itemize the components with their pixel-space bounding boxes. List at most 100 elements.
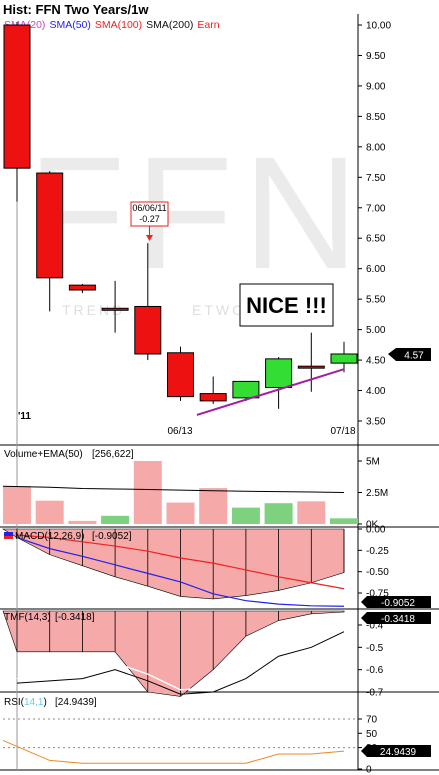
rsi-line: [2, 739, 345, 764]
watermark: FFN: [27, 123, 368, 302]
earnings-arrow-head: [146, 235, 153, 241]
tmf-line-black: [16, 631, 345, 695]
last-price-tag: 4.57: [388, 348, 431, 362]
candle-up: [232, 380, 260, 399]
volume-bar: [133, 461, 162, 524]
macd-last-tag: [361, 596, 431, 608]
price-tick-label: 8.00: [366, 142, 386, 153]
legend-sma100: SMA(100): [94, 19, 143, 31]
earnings-value: -0.27: [139, 214, 160, 224]
tmf-line-white: [16, 624, 345, 691]
x-label-0613: 06/13: [167, 426, 192, 437]
legend-sma50: SMA(50): [49, 19, 91, 31]
volume-bar: [68, 520, 97, 524]
macd-legend: MACD(12,26,9): [15, 531, 84, 542]
price-tick-label: 4.50: [366, 356, 386, 367]
price-tick-label: 7.50: [366, 173, 386, 184]
macd-tick-label: -0.25: [366, 546, 389, 557]
rsi-value: [24.9439]: [55, 697, 97, 708]
legend-sma200: SMA(200): [146, 19, 194, 31]
volume-bar: [166, 502, 195, 524]
price-tick-label: 7.00: [366, 203, 386, 214]
tmf-tick-label: -0.6: [366, 665, 384, 676]
earnings-annotation: 06/06/11 -0.27: [130, 201, 169, 241]
volume-bar: [101, 515, 130, 524]
macd-tick-label: -0.75: [366, 589, 389, 600]
rsi-legend-name: RSI(: [4, 697, 25, 708]
nice-box: [239, 283, 334, 327]
volume-legend: Volume+EMA(50): [4, 449, 83, 460]
last-price-text: 4.57: [404, 351, 424, 362]
price-tick-label: 5.50: [366, 295, 386, 306]
candle-down: [134, 305, 162, 355]
x-label-0718: 07/18: [330, 426, 355, 437]
rsi-tick-label: 70: [366, 715, 378, 726]
tmf-last-tag: [361, 612, 431, 624]
macd-last-text: -0.9052: [381, 598, 415, 609]
watermark-sub-left: TREND: [62, 302, 125, 318]
macd-line: [16, 536, 345, 607]
price-tick-label: 8.50: [366, 112, 386, 123]
volume-tick-label: 5M: [366, 457, 380, 468]
rsi-tick-label: 50: [366, 729, 378, 740]
candle-down: [297, 365, 325, 369]
candle-down: [3, 24, 31, 169]
price-tick-label: 9.50: [366, 51, 386, 62]
tmf-tick-label: -0.5: [366, 643, 384, 654]
candle-down: [167, 352, 194, 398]
macd-icon-2: [4, 536, 13, 539]
legend-earn: Earn: [197, 19, 220, 31]
price-tick-label: 3.50: [366, 417, 386, 428]
macd-histogram-area: [1, 528, 345, 600]
volume-bar: [199, 488, 228, 524]
last-price-tag-shape: [388, 348, 431, 361]
tmf-legend: TMF(14,3): [4, 612, 51, 623]
earnings-date: 06/06/11: [132, 203, 166, 213]
trend-line: [196, 368, 345, 416]
price-tick-label: 9.00: [366, 81, 386, 92]
macd-tick-label: -0.50: [366, 567, 389, 578]
chart-title: Hist: FFN Two Years/1w: [3, 2, 149, 17]
rsi-last-tag: [361, 745, 431, 757]
candle-down: [36, 172, 64, 279]
tmf-area: [2, 610, 345, 697]
nice-text: NICE !!!: [246, 293, 327, 318]
volume-tick-label: 0K: [366, 520, 379, 531]
tmf-last-text: -0.3418: [381, 614, 415, 625]
volume-bar: [330, 518, 358, 524]
volume-bar: [297, 501, 326, 524]
volume-value: [256,622]: [92, 449, 134, 460]
tmf-tick-label: -0.4: [366, 621, 384, 632]
x-label-11: '11: [18, 411, 31, 422]
volume-tick-label: 2.5M: [366, 488, 388, 499]
price-tick-label: 4.00: [366, 386, 386, 397]
tmf-value: [-0.3418]: [55, 612, 95, 623]
rsi-last-text: 24.9439: [380, 747, 417, 758]
price-tick-label: 10.00: [366, 21, 391, 32]
earnings-box: [130, 201, 169, 227]
rsi-legend-params: 14,1: [24, 697, 44, 708]
volume-ema-line: [2, 485, 345, 493]
candle-down: [68, 284, 96, 291]
tmf-tick-label: -0.7: [366, 688, 384, 699]
price-tick-label: 6.00: [366, 264, 386, 275]
volume-bar: [35, 500, 64, 524]
rsi-legend-close: ): [43, 697, 46, 708]
volume-bar: [231, 507, 260, 524]
rsi-legend: RSI(14,1): [4, 697, 47, 708]
volume-bar: [3, 486, 31, 524]
volume-bar: [264, 503, 293, 524]
candle-down: [199, 393, 227, 402]
rsi-tick-label: 0: [366, 765, 372, 775]
macd-icon: [4, 532, 13, 536]
candle-down: [101, 307, 129, 311]
price-tick-label: 5.00: [366, 325, 386, 336]
price-legend: SMA(20)SMA(50)SMA(100)SMA(200)Earn: [4, 19, 224, 31]
nice-callout: NICE !!!: [239, 283, 334, 327]
price-tick-label: 6.50: [366, 234, 386, 245]
macd-signal-line: [16, 534, 345, 590]
macd-value: [-0.9052]: [92, 531, 132, 542]
candle-up: [330, 353, 358, 364]
candle-up: [265, 358, 293, 388]
